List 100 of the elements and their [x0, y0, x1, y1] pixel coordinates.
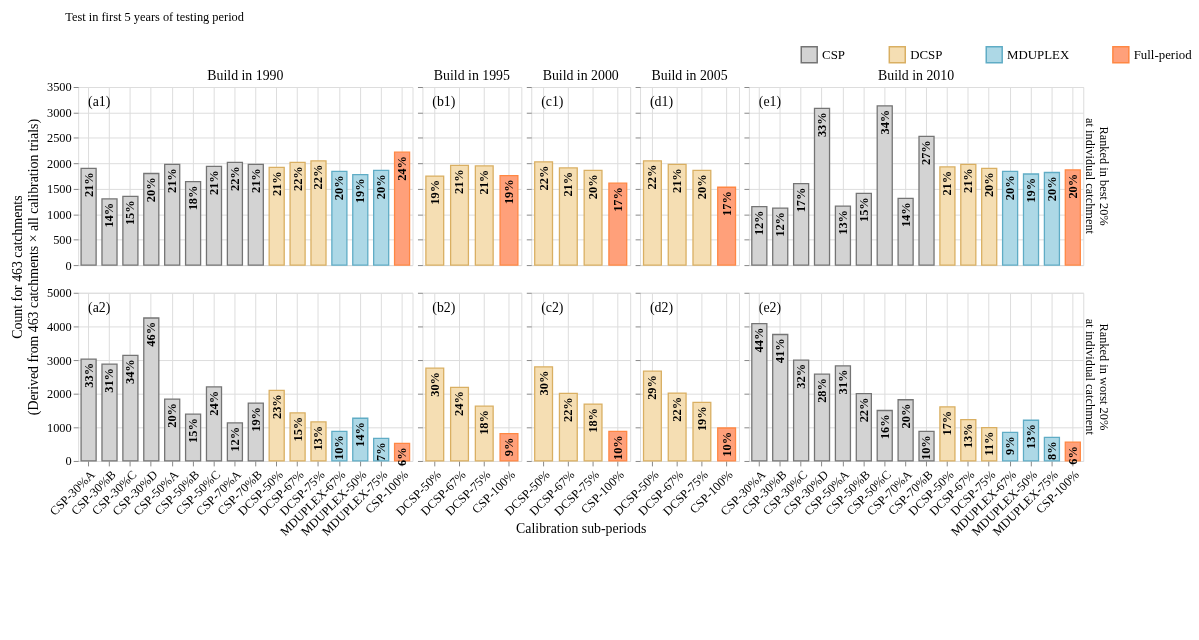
- annotation: 10%: [332, 435, 347, 461]
- x-axis-title: Calibration sub-periods: [516, 520, 647, 536]
- chart-title: Build in 2005: [651, 68, 728, 84]
- annotation: 19%: [248, 407, 263, 432]
- annotation: (d2): [649, 299, 673, 316]
- annotation: 24%: [206, 390, 221, 416]
- annotation: 10%: [719, 431, 734, 457]
- bar: [289, 412, 306, 462]
- annotation: 21%: [477, 169, 492, 195]
- annotation: 32%: [794, 364, 809, 389]
- annotation: 15%: [856, 197, 871, 223]
- y-tick-label: 2000: [47, 387, 72, 402]
- bar: [352, 173, 369, 266]
- y-tick-label: 0: [65, 454, 72, 469]
- bar: [960, 163, 977, 266]
- bar: [583, 169, 603, 266]
- annotation: 22%: [311, 164, 326, 190]
- bar: [583, 403, 603, 462]
- annotation: 20%: [332, 175, 347, 201]
- annotation: 23%: [269, 394, 284, 419]
- bar: [939, 166, 956, 266]
- annotation: 6%: [395, 447, 410, 466]
- annotation: 16%: [877, 414, 892, 440]
- bar: [667, 392, 687, 462]
- annotation: 24%: [452, 391, 467, 416]
- y2-axis-title: Ranked in best 20% at individual catchment: [1082, 118, 1112, 235]
- annotation: (c1): [541, 93, 564, 110]
- annotation: 9%: [501, 437, 516, 457]
- legend-label: DCSP: [910, 47, 943, 62]
- annotation: 13%: [1023, 424, 1038, 449]
- annotation: 21%: [165, 168, 180, 194]
- annotation: 19%: [501, 179, 516, 205]
- annotation: 41%: [773, 338, 788, 364]
- annotation: (e1): [758, 93, 782, 110]
- annotation: (b2): [432, 299, 456, 316]
- annotation: 21%: [961, 168, 976, 194]
- annotation: (b1): [432, 93, 456, 110]
- bar: [331, 170, 348, 266]
- annotation: 21%: [81, 172, 96, 198]
- legend-label: MDUPLEX: [1007, 47, 1070, 62]
- annotation: 22%: [670, 396, 685, 422]
- y-tick-label: 3000: [47, 353, 72, 368]
- annotation: 20%: [144, 177, 159, 203]
- y-tick-label: 1000: [47, 207, 72, 222]
- y-tick-label: 5000: [47, 286, 72, 301]
- annotation: 21%: [206, 170, 221, 196]
- annotation: 20%: [1003, 175, 1018, 201]
- annotation: 34%: [877, 109, 892, 135]
- bar: [425, 175, 445, 266]
- annotation: (c2): [541, 299, 564, 316]
- y-tick-label: 4000: [47, 319, 72, 334]
- annotation: 28%: [814, 378, 829, 403]
- annotation: 12%: [752, 210, 767, 236]
- annotation: 19%: [427, 180, 442, 205]
- bar: [534, 161, 554, 266]
- annotation: 20%: [165, 403, 180, 428]
- annotation: 17%: [940, 410, 955, 436]
- y2-axis-title: Ranked in worst 20% at individual catchment: [1082, 318, 1112, 436]
- annotation: 14%: [102, 202, 117, 228]
- annotation: 13%: [961, 423, 976, 449]
- bar: [534, 366, 554, 462]
- annotation: 19%: [353, 178, 368, 204]
- annotation: 15%: [186, 418, 201, 443]
- bar: [289, 161, 306, 266]
- annotation: 22%: [561, 397, 576, 423]
- legend-label: Full-period: [1133, 47, 1193, 62]
- annotation: 21%: [452, 169, 467, 195]
- annotation: 12%: [773, 212, 788, 237]
- annotation: 14%: [898, 202, 913, 228]
- y-tick-label: 1500: [47, 182, 72, 197]
- bar: [449, 164, 470, 266]
- annotation: 22%: [536, 165, 551, 191]
- annotation: 19%: [1023, 177, 1038, 203]
- annotation: 7%: [374, 442, 389, 461]
- annotation: 18%: [586, 408, 601, 433]
- annotation: (e2): [758, 299, 782, 316]
- bar: [558, 392, 578, 462]
- annotation: 21%: [561, 171, 576, 197]
- y-tick-label: 1000: [47, 420, 72, 435]
- bar: [642, 370, 662, 462]
- bar: [667, 163, 687, 266]
- annotation: 22%: [645, 164, 660, 190]
- annotation: 12%: [227, 426, 242, 452]
- bar: [425, 367, 445, 462]
- annotation: 21%: [940, 170, 955, 196]
- annotation: 34%: [123, 359, 138, 385]
- annotation: 17%: [719, 191, 734, 216]
- y-tick-label: 0: [65, 258, 72, 273]
- annotation: 27%: [919, 140, 934, 166]
- bar: [642, 160, 662, 266]
- annotation: (a1): [88, 93, 111, 110]
- annotation: 20%: [374, 174, 389, 200]
- bar: [310, 160, 327, 266]
- y-tick-label: 3500: [47, 80, 72, 95]
- annotation: 20%: [1065, 173, 1080, 199]
- y-axis-title: Count for 463 catchments (Derived from 463 catchments × all calibration trials): [9, 118, 42, 416]
- bar: [474, 165, 494, 266]
- annotation: 14%: [353, 422, 368, 447]
- chart-title: Build in 2010: [878, 68, 955, 84]
- y-tick-label: 2000: [47, 156, 72, 171]
